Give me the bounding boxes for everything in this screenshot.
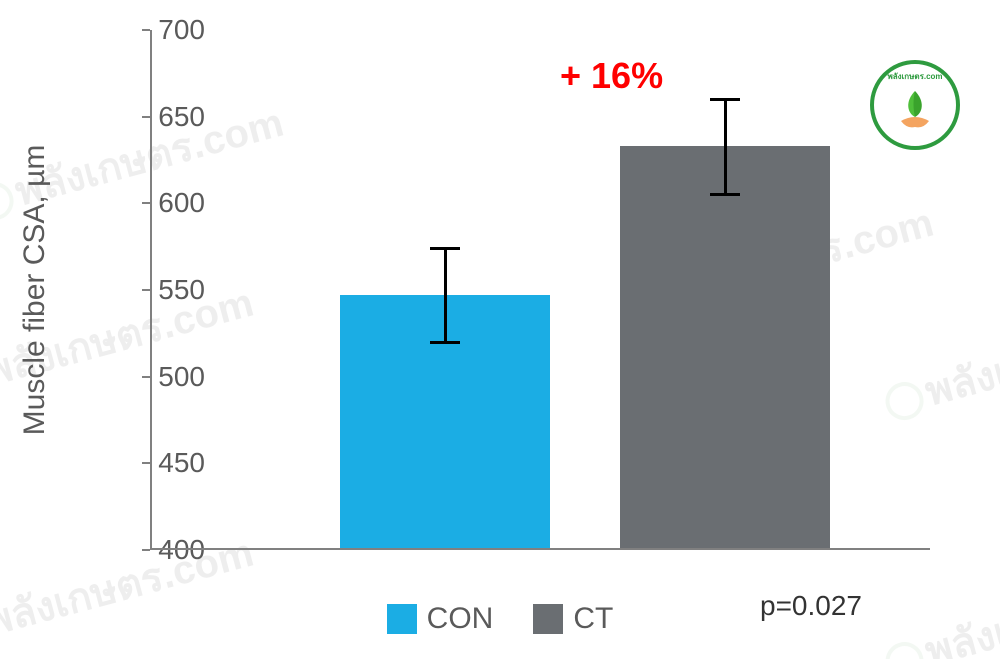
leaf-icon [887, 77, 943, 133]
logo-badge: พลังเกษตร.com [870, 60, 960, 150]
plot-area: + 16% [150, 30, 930, 550]
error-bar-cap [430, 341, 460, 344]
y-tick-mark [142, 462, 150, 464]
y-axis-title: Muscle fiber CSA, µm [18, 145, 52, 436]
y-tick-mark [142, 549, 150, 551]
legend-item-ct: CT [533, 602, 613, 636]
legend-label: CON [427, 602, 494, 636]
x-axis-line [150, 548, 930, 550]
error-bar-cap [430, 247, 460, 250]
y-tick-mark [142, 376, 150, 378]
error-bar [724, 99, 727, 194]
y-axis-line [150, 30, 152, 550]
chart-container: พลังเกษตร.comพลังเกษตร.comพลังเกษตร.comพ… [0, 0, 1000, 659]
y-tick-mark [142, 116, 150, 118]
y-tick-mark [142, 202, 150, 204]
error-bar-cap [710, 98, 740, 101]
legend-label: CT [573, 602, 613, 636]
y-tick-mark [142, 289, 150, 291]
bar-ct [620, 146, 830, 548]
legend-swatch [533, 604, 563, 634]
percent-annotation: + 16% [560, 55, 663, 97]
logo-circle: พลังเกษตร.com [870, 60, 960, 150]
legend-swatch [387, 604, 417, 634]
error-bar [444, 248, 447, 342]
p-value-text: p=0.027 [760, 590, 862, 622]
legend-item-con: CON [387, 602, 494, 636]
y-tick-mark [142, 29, 150, 31]
error-bar-cap [710, 193, 740, 196]
